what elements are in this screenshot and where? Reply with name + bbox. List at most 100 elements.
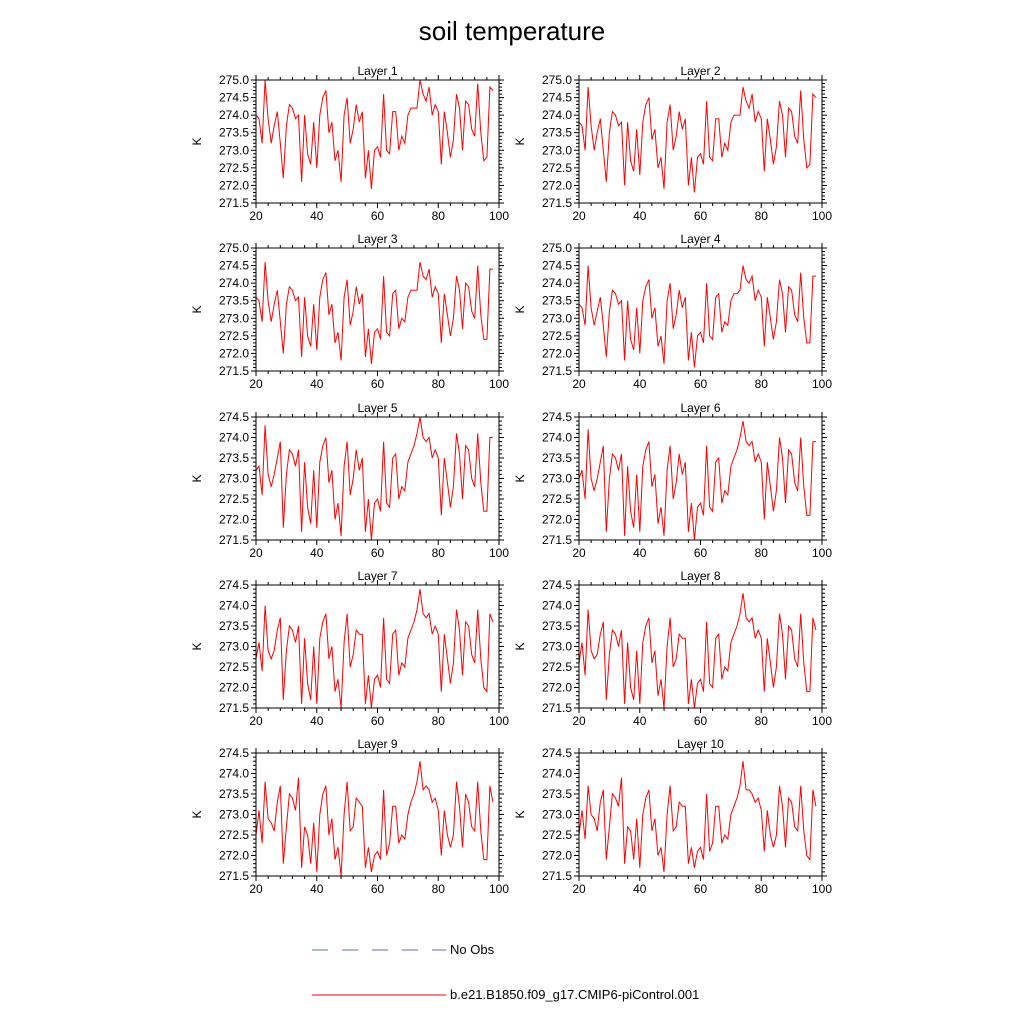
layer-10-panel: Layer 10 K 271.5 272.0 272.5 273.0 273.5 274.0 2… [513, 737, 832, 896]
layer-9-y-tick-label: 274.5 [219, 746, 249, 760]
layer-5-x-tick-label: 80 [432, 546, 446, 560]
figure-title: soil temperature [419, 16, 605, 46]
layer-1-plot-frame [255, 79, 500, 204]
layer-6-y-tick-label: 271.5 [542, 533, 572, 547]
layer-7-x-tick-label: 80 [432, 714, 446, 728]
layer-5-x-tick-label: 40 [310, 546, 324, 560]
layer-10-y-tick-label: 273.0 [542, 808, 572, 822]
layer-10-y-tick-label: 271.5 [542, 869, 572, 883]
layer-2-x-tick-label: 80 [755, 209, 769, 223]
legend: No Obs b.e21.B1850.f09_g17.CMIP6-piContr… [312, 942, 699, 1002]
layer-3-y-tick-label: 272.0 [219, 346, 249, 360]
layer-6-panel: Layer 6 K 271.5 272.0 272.5 273.0 273.5 274.0 27… [513, 401, 832, 560]
layer-3-y-tick-label: 271.5 [219, 364, 249, 378]
layer-2-y-tick-label: 272.0 [542, 178, 572, 192]
layer-3-x-tick-label: 100 [489, 377, 509, 391]
layer-4-y-axis-label: K [513, 305, 527, 313]
layer-6-y-axis-label: K [513, 474, 527, 482]
layer-9-x-tick-label: 60 [371, 882, 385, 896]
layer-6-plot-frame [578, 416, 823, 541]
layer-2-y-tick-label: 273.5 [542, 126, 572, 140]
layer-7-y-tick-label: 273.5 [219, 619, 249, 633]
legend-label-no-obs: No Obs [450, 942, 495, 957]
layer-7-y-tick-label: 274.0 [219, 599, 249, 613]
layer-2-x-tick-label: 100 [812, 209, 832, 223]
layer-2-title: Layer 2 [680, 64, 720, 78]
layer-4-x-tick-label: 60 [694, 377, 708, 391]
layer-7-series-0-line [255, 589, 494, 709]
layer-7-plot-frame [255, 584, 500, 709]
layer-10-x-tick-label: 60 [694, 882, 708, 896]
layer-9-plot-frame [255, 752, 500, 877]
layer-8-title: Layer 8 [680, 569, 720, 583]
layer-9-panel: Layer 9 K 271.5 272.0 272.5 273.0 273.5 274.0 27… [190, 737, 509, 896]
layer-6-y-tick-label: 272.0 [542, 513, 572, 527]
layer-4-y-tick-label: 273.5 [542, 294, 572, 308]
layer-2-y-tick-label: 273.0 [542, 143, 572, 157]
layer-8-y-tick-label: 273.0 [542, 640, 572, 654]
layer-7-y-tick-label: 271.5 [219, 701, 249, 715]
layer-8-y-tick-label: 272.0 [542, 681, 572, 695]
layer-2-y-axis-label: K [513, 137, 527, 145]
layer-7-x-tick-label: 100 [489, 714, 509, 728]
layer-1-x-tick-label: 100 [489, 209, 509, 223]
layer-3-y-tick-label: 275.0 [219, 241, 249, 255]
layer-1-title: Layer 1 [357, 64, 397, 78]
layer-5-y-tick-label: 274.5 [219, 410, 249, 424]
layer-8-y-tick-label: 273.5 [542, 619, 572, 633]
layer-1-y-axis-label: K [190, 137, 204, 145]
layer-3-title: Layer 3 [357, 232, 397, 246]
layer-2-x-tick-label: 60 [694, 209, 708, 223]
layer-6-x-tick-label: 60 [694, 546, 708, 560]
layer-5-title: Layer 5 [357, 401, 397, 415]
layer-5-y-tick-label: 272.5 [219, 492, 249, 506]
layer-5-series-0-line [255, 416, 493, 541]
layer-1-x-tick-label: 80 [432, 209, 446, 223]
layer-9-x-tick-label: 20 [249, 882, 263, 896]
layer-10-title: Layer 10 [677, 737, 724, 751]
layer-6-y-tick-label: 273.0 [542, 472, 572, 486]
layer-10-x-tick-label: 40 [633, 882, 647, 896]
layer-4-x-tick-label: 80 [755, 377, 769, 391]
layer-10-y-axis-label: K [513, 810, 527, 818]
layer-4-y-tick-label: 275.0 [542, 241, 572, 255]
layer-2-panel: Layer 2 K 271.5 272.0 272.5 273.0 273.5 274.0 27… [513, 64, 832, 223]
layer-2-y-tick-label: 274.0 [542, 108, 572, 122]
layer-3-y-axis-label: K [190, 305, 204, 313]
layer-8-x-tick-label: 20 [572, 714, 586, 728]
layer-3-y-tick-label: 274.5 [219, 259, 249, 273]
layer-4-panel: Layer 4 K 271.5 272.0 272.5 273.0 273.5 274.0 27… [513, 232, 832, 391]
layer-3-series-0-line [255, 261, 493, 365]
layer-9-x-tick-label: 40 [310, 882, 324, 896]
layer-3-x-tick-label: 60 [371, 377, 385, 391]
layer-4-y-tick-label: 271.5 [542, 364, 572, 378]
layer-4-x-tick-label: 20 [572, 377, 586, 391]
layer-7-panel: Layer 7 K 271.5 272.0 272.5 273.0 273.5 274.0 27… [190, 569, 509, 728]
layer-3-x-tick-label: 80 [432, 377, 446, 391]
layer-9-y-tick-label: 272.0 [219, 849, 249, 863]
layer-5-y-tick-label: 273.0 [219, 472, 249, 486]
layer-7-y-axis-label: K [190, 642, 204, 650]
layer-1-y-tick-label: 274.5 [219, 91, 249, 105]
layer-4-x-tick-label: 100 [812, 377, 832, 391]
layer-8-x-tick-label: 60 [694, 714, 708, 728]
layer-4-y-tick-label: 272.0 [542, 346, 572, 360]
layer-10-x-tick-label: 80 [755, 882, 769, 896]
layer-2-y-tick-label: 272.5 [542, 161, 572, 175]
layer-10-y-tick-label: 272.5 [542, 828, 572, 842]
layer-5-y-tick-label: 272.0 [219, 513, 249, 527]
layer-1-x-tick-label: 20 [249, 209, 263, 223]
layer-1-x-tick-label: 40 [310, 209, 324, 223]
layer-1-y-tick-label: 275.0 [219, 73, 249, 87]
layer-3-y-tick-label: 273.0 [219, 311, 249, 325]
layer-5-y-tick-label: 271.5 [219, 533, 249, 547]
layer-6-x-tick-label: 20 [572, 546, 586, 560]
layer-6-y-tick-label: 274.5 [542, 410, 572, 424]
layer-5-y-axis-label: K [190, 474, 204, 482]
layer-9-x-tick-label: 100 [489, 882, 509, 896]
layer-9-x-tick-label: 80 [432, 882, 446, 896]
layer-2-x-tick-label: 20 [572, 209, 586, 223]
layer-7-x-tick-label: 60 [371, 714, 385, 728]
layer-8-y-tick-label: 272.5 [542, 660, 572, 674]
layer-3-plot-frame [255, 247, 500, 372]
